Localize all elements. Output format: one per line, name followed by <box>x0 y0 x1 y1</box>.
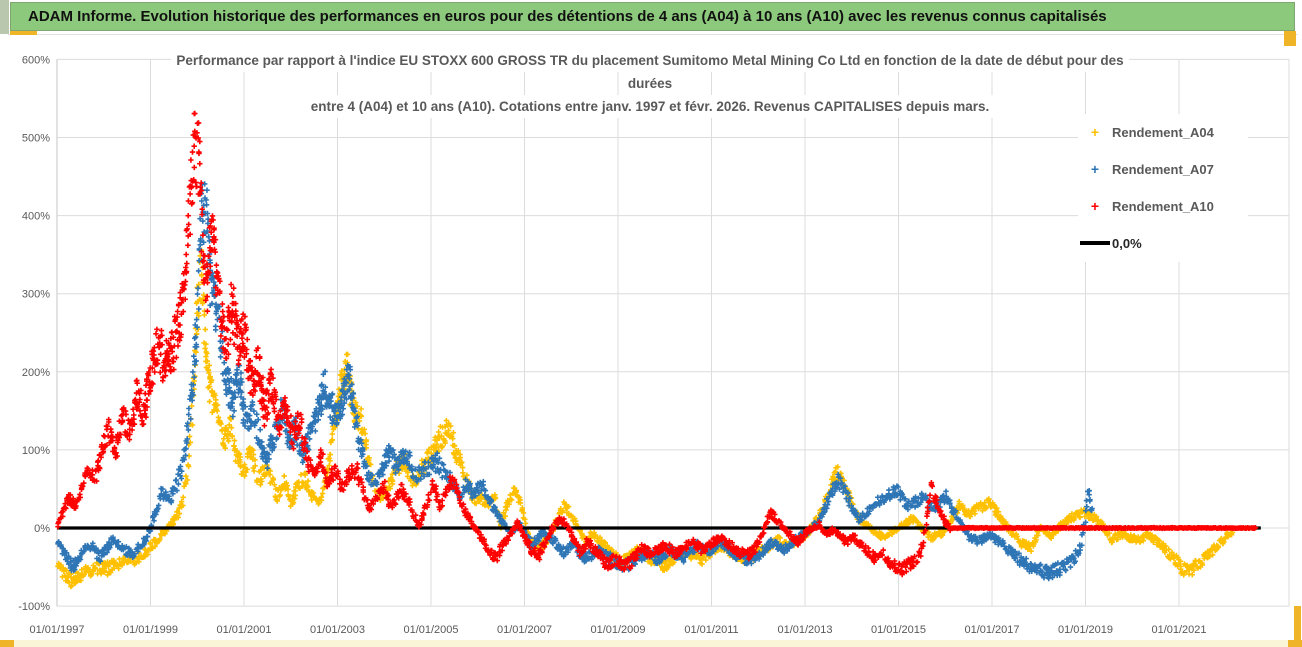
gold-accent-top-right <box>1284 31 1296 46</box>
gold-accent-right-edge <box>1294 606 1301 647</box>
x-axis-tick-label: 01/01/2009 <box>590 624 645 636</box>
x-axis-tick-label: 01/01/1999 <box>123 624 178 636</box>
y-axis-tick-label: -100% <box>18 601 50 613</box>
x-axis-tick-label: 01/01/2015 <box>871 624 926 636</box>
series-points-rendement-a10 <box>55 110 1259 578</box>
legend-line-swatch <box>1080 241 1110 245</box>
y-axis-tick-label: 600% <box>22 54 50 66</box>
legend-label: Rendement_A07 <box>1112 161 1214 177</box>
chart-legend: + Rendement_A04 + Rendement_A07 + Rendement_A… <box>1078 114 1248 262</box>
legend-item-rendement-a10: + Rendement_A10 <box>1078 198 1248 214</box>
chart-title: Performance par rapport à l'indice EU ST… <box>80 49 1220 118</box>
chart-area: 600% 500% 400% 300% 200% 100% 0% -100% 01/01/199… <box>0 36 1302 640</box>
x-axis-tick-label: 01/01/2003 <box>310 624 365 636</box>
legend-item-rendement-a04: + Rendement_A04 <box>1078 124 1248 140</box>
y-axis-tick-label: 0% <box>34 523 50 535</box>
legend-label: Rendement_A04 <box>1112 124 1214 140</box>
legend-item-0-0-: 0,0% <box>1078 235 1248 251</box>
legend-plus-marker: + <box>1090 198 1100 214</box>
footer-bar <box>0 640 1302 647</box>
y-axis-tick-label: 500% <box>22 133 50 145</box>
x-axis-tick-label: 01/01/2007 <box>497 624 552 636</box>
y-axis-tick-label: 200% <box>22 367 50 379</box>
chart-title-line-1: Performance par rapport à l'indice EU ST… <box>171 49 1129 72</box>
report-title: ADAM Informe. Evolution historique des p… <box>28 8 1107 25</box>
legend-label: Rendement_A10 <box>1112 198 1214 214</box>
x-axis-tick-label: 01/01/2017 <box>964 624 1019 636</box>
y-axis-tick-label: 300% <box>22 289 50 301</box>
x-axis-tick-label: 01/01/2021 <box>1151 624 1206 636</box>
x-axis-tick-label: 01/01/2011 <box>684 624 738 636</box>
left-edge-strip <box>0 0 9 34</box>
divider-line <box>8 34 1298 35</box>
x-axis-tick-label: 01/01/2001 <box>216 624 271 636</box>
x-axis-tick-label: 01/01/2013 <box>777 624 832 636</box>
gold-accent-bottom-left <box>0 640 14 647</box>
legend-plus-marker: + <box>1090 124 1100 140</box>
chart-title-line-3: entre 4 (A04) et 10 ans (A10). Cotations… <box>305 95 995 118</box>
legend-item-rendement-a07: + Rendement_A07 <box>1078 161 1248 177</box>
x-axis-tick-label: 01/01/1997 <box>29 624 84 636</box>
legend-label: 0,0% <box>1112 235 1142 251</box>
legend-plus-marker: + <box>1090 161 1100 177</box>
x-axis-tick-label: 01/01/2005 <box>403 624 458 636</box>
y-axis-tick-label: 400% <box>22 211 50 223</box>
chart-title-line-2: durées <box>622 72 678 95</box>
y-axis-tick-label: 100% <box>22 445 50 457</box>
x-axis-tick-label: 01/01/2019 <box>1058 624 1113 636</box>
chart-canvas: 600% 500% 400% 300% 200% 100% 0% -100% 01/01/199… <box>18 54 1290 636</box>
report-title-bar: ADAM Informe. Evolution historique des p… <box>10 2 1295 31</box>
gold-accent-top-left <box>10 31 37 35</box>
